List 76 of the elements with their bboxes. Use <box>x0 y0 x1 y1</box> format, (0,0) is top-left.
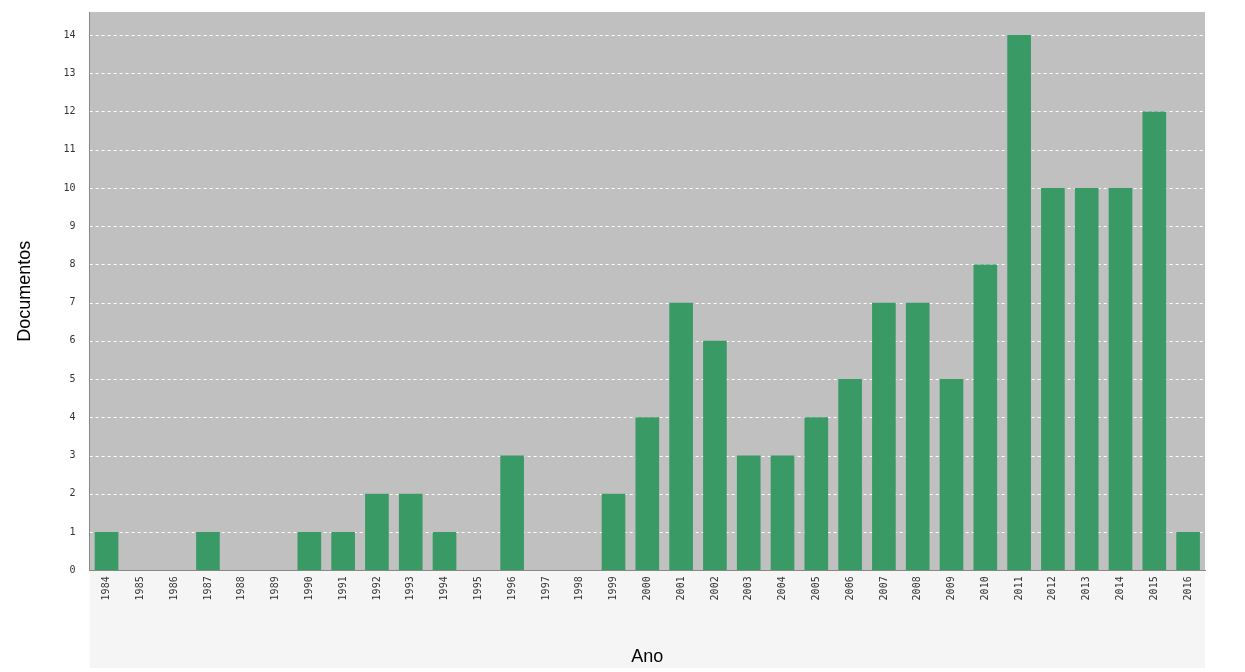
x-tick-label: 1984 <box>100 576 112 601</box>
x-tick-label: 1993 <box>404 576 416 601</box>
y-tick-label: 1 <box>69 525 76 537</box>
x-tick-label: 1990 <box>302 576 314 601</box>
x-tick-label: 2005 <box>809 576 821 601</box>
bar <box>331 532 355 571</box>
x-tick-label: 2009 <box>945 576 957 601</box>
bar <box>196 532 220 571</box>
bar <box>1142 111 1167 571</box>
x-tick-label: 2010 <box>978 576 990 601</box>
x-tick-label: 2008 <box>911 576 923 601</box>
y-tick-label: 8 <box>69 257 76 269</box>
x-tick-label: 1999 <box>607 576 619 601</box>
bar <box>703 340 727 571</box>
bar <box>770 455 795 571</box>
bar <box>365 493 389 571</box>
bar <box>1007 34 1031 571</box>
x-tick-label: 2011 <box>1012 576 1024 601</box>
y-tick-label: 11 <box>63 143 76 155</box>
bar <box>432 532 457 571</box>
bar <box>973 264 998 571</box>
x-tick-label: 1988 <box>235 576 247 601</box>
bar <box>398 493 423 571</box>
bar <box>804 417 829 571</box>
bar <box>1176 532 1200 571</box>
y-tick-label: 5 <box>69 372 76 384</box>
y-tick-label: 6 <box>69 334 76 346</box>
x-axis-title: Ano <box>631 646 664 667</box>
x-tick-label: 2015 <box>1147 576 1159 601</box>
x-tick-label: 1994 <box>438 576 450 601</box>
x-tick-label: 2001 <box>674 576 686 601</box>
x-tick-label: 1987 <box>201 576 213 601</box>
y-tick-label: 4 <box>69 410 76 422</box>
bar <box>669 302 693 571</box>
bar <box>601 493 626 571</box>
y-axis-title: Documentos <box>13 240 34 342</box>
x-tick-label: 2000 <box>640 576 652 601</box>
x-tick-label: 2006 <box>843 576 855 601</box>
bar <box>1108 187 1133 571</box>
y-tick-label: 14 <box>63 28 76 40</box>
x-tick-label: 2013 <box>1080 576 1092 601</box>
y-tick-label: 9 <box>69 219 76 231</box>
x-tick-label: 1989 <box>269 576 281 601</box>
bar <box>905 302 930 571</box>
x-tick-label: 1996 <box>505 576 517 601</box>
x-tick-label: 2003 <box>742 576 754 601</box>
y-tick-label: 13 <box>63 66 76 78</box>
y-tick-label: 12 <box>63 105 76 117</box>
bar <box>500 455 524 571</box>
x-tick-label: 1991 <box>336 576 348 601</box>
y-tick-label: 10 <box>63 181 76 193</box>
y-tick-label: 2 <box>69 487 76 499</box>
bar <box>635 417 660 571</box>
bar <box>736 455 761 571</box>
x-tick-label: 1985 <box>133 576 145 601</box>
y-tick-label: 0 <box>69 563 76 575</box>
bar <box>838 379 862 571</box>
x-tick-label: 1995 <box>471 576 483 601</box>
bar <box>94 532 119 571</box>
bar <box>1074 187 1099 571</box>
x-tick-label: 1997 <box>539 576 551 601</box>
x-tick-label: 2014 <box>1114 576 1126 601</box>
x-tick-label: 2016 <box>1181 576 1193 601</box>
x-tick-label: 2004 <box>776 576 788 601</box>
x-tick-label: 2002 <box>708 576 720 601</box>
bar <box>872 302 896 571</box>
bar <box>1041 187 1065 571</box>
x-tick-label: 2012 <box>1046 576 1058 601</box>
x-tick-label: 2007 <box>877 576 889 601</box>
y-tick-label: 3 <box>69 449 76 461</box>
bar <box>939 379 964 571</box>
x-tick-label: 1986 <box>167 576 179 601</box>
y-tick-label: 7 <box>69 296 76 308</box>
x-tick-label: 1998 <box>573 576 585 601</box>
bar <box>297 532 322 571</box>
x-tick-label: 1992 <box>370 576 382 601</box>
